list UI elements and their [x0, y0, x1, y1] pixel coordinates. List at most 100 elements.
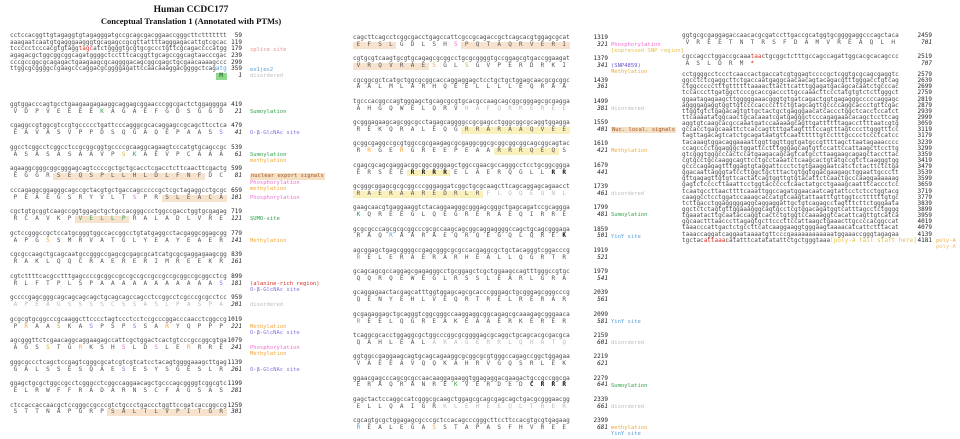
residue-position-number: 701 [921, 38, 932, 46]
nucleotide-position-number: 539 [231, 143, 242, 151]
nucleotide-position-number: 479 [231, 122, 242, 130]
dna-line: cgagcgcagcgaggacggcggcggggagctggccgaacgc… [353, 161, 608, 169]
aa-line: E L L Q A I G R K L E H E E Q L T R E R 661 [356, 402, 608, 410]
dna-line: gccacctgagcaaattctcaccagttttgatagttttcca… [682, 126, 932, 134]
sequence-block: tccacccttgatggctcccgcaccgacccttgccaaactt… [682, 89, 932, 97]
annotation-stack: O-β-GlcNAc site [250, 367, 300, 373]
aa-line: G A L S S E S Q A E S E S Y S G E S L R 261 [13, 365, 242, 373]
residue-position-number: 707 [921, 60, 932, 68]
sequence-block: caaggcctcctggatccaaagcaccatgtcaagtattaat… [682, 194, 932, 201]
nucleotide-position-number: 3539 [917, 169, 932, 177]
sequence-block: ggtggacccagtgcctgaagaagagaaggcaggagcggaa… [10, 101, 286, 116]
aa-line: R L F T P L S P A A A A A A A A A A A S 181 [13, 279, 242, 287]
annotation-stack: Sumoylation [611, 212, 647, 218]
ptm-annotation: YinY site [611, 431, 641, 438]
annotation-stack: Phosphorylation [250, 195, 300, 201]
residue-position-number: 401 [597, 126, 608, 134]
nucleotide-position-number: 1079 [227, 337, 242, 345]
nucleotide-position-number: 3899 [917, 206, 932, 214]
dna-line: ggacaattagggtatccttggctgctttactgtggtggac… [682, 169, 932, 177]
aa-line: Q A H L E A L A R A G E R R L Q H A T Q 601 [356, 338, 608, 346]
residue-position-number: 481 [597, 211, 608, 219]
nucleotide-position-number: 3119 [917, 126, 932, 134]
inline-annotation: [poly-A tail start here] [830, 236, 917, 244]
annotation-stack: (SNP4859) Methylation [611, 63, 647, 75]
sequence-block: cgtgcctgccaaggcagttcctgcctaaatctcaagcact… [682, 157, 932, 164]
annotation-stack: (alanine-rich region) O-β-GlcNAc site [250, 281, 320, 293]
residue-position-number: 681 [597, 423, 608, 431]
ptm-annotation: Sumoylation [611, 212, 648, 219]
nucleotide-position-number: 2699 [917, 83, 932, 91]
sequence-block: tccccctcccacgtgtaggtagcatctggggtgcgtgcgc… [10, 45, 286, 53]
nucleotide-position-number: 2399 [593, 417, 608, 425]
ptm-annotation: disordered [611, 339, 645, 346]
dna-line: ctccaccaccaacgctccgggccgcccgtctgccctgacc… [10, 401, 242, 409]
nucleotide-position-number: 959 [231, 294, 242, 302]
dna-line: tccccctcccacgtgtaggtagcatctggggtgcgtgcgc… [10, 45, 242, 53]
aa-line: P R A A S K A S P S P S S A R Y Q P P P 221 [13, 322, 242, 330]
nucleotide-position-number: 1619 [593, 140, 608, 148]
dna-line: taaaccaggatcaggaataaaatgttcccgaaaaaaaaaa… [682, 230, 932, 238]
gene-title: Human CCDC177 [153, 5, 229, 15]
annotation-stack: disordered [611, 340, 644, 346]
annotation-stack: SUMO-site [250, 216, 280, 222]
dna-line: gcaggagaactacgagcatttggtggagcagcgcacccgg… [353, 289, 608, 297]
dna-line: ggtggacccagtgcctgaagaagagaaggcaggagcggaa… [10, 101, 242, 109]
sequence-block: gagtctccccttaaattcctggtaccccctcaactatgcc… [682, 182, 932, 188]
sequence-block: gtcgggtgggcccactccatgaagacagcagtcatgcctt… [682, 151, 932, 158]
aa-line: E G G R S E Q S P L L H L D L F N F D C 81 [13, 172, 242, 181]
nucleotide-position-number: 1679 [593, 161, 608, 169]
ptm-annotation: YinY site [611, 233, 641, 240]
dna-line: gagctactccaggccatcgggcgcaagctggagcgcagcg… [353, 395, 608, 403]
sequence-block: ggaacgagcccagcgcgccaacaaggagaaggtggagagg… [353, 375, 647, 390]
annotation-stack: ex1|ex2 [250, 67, 273, 73]
residue-position-number: 201 [231, 301, 242, 309]
aa-line: R E A L E G A S S T A P A S F H V R E E 681 [356, 423, 608, 431]
residue-position-number: 141 [231, 236, 242, 244]
nucleotide-position-number: 3779 [917, 193, 932, 201]
sequence-block: agcgggttctcgaacaggcaggaagagccattcgctggac… [10, 337, 300, 357]
dna-line: taaacccattgactctgccttcatcaaggaaggtgggaag… [682, 224, 932, 232]
nucleotide-position-number: 4181 [917, 236, 932, 244]
nucleotide-position-number: 3059 [917, 120, 932, 128]
dna-line: cctccacggttgtagaggtgtagagggatgccgcagcgac… [10, 32, 242, 39]
nucleotide-position-number: 2159 [593, 331, 608, 339]
dna-line: tccacccttgatggctcccgcaccgacccttgccaaactt… [682, 89, 932, 97]
aa-line: V R E E T N T R S F D A M V R E A Q L H 701 [685, 38, 932, 46]
residue-position-number: 161 [231, 258, 242, 266]
sequence-block: cgtgcgtcaagtgcgtgcagagcgcggcctgcgcggggtg… [353, 55, 647, 75]
residue-position-number: 521 [597, 253, 608, 261]
aa-line: A P G S S M R V A T G L Y E A Y E A E R 141 [13, 236, 242, 244]
ptm-annotation: Phosphorylation [250, 179, 300, 186]
dna-line: ggaatagagaagcttgggggaaacgggtgtgatcagactg… [682, 95, 932, 103]
nucleotide-position-number: 1139 [227, 358, 242, 366]
dna-line: ctggccccctttgttttttaaaacttacttcatttggaga… [682, 83, 932, 91]
ptm-annotation: Nuc. local. signals [611, 127, 676, 134]
ptm-annotation: Phosphorylation [611, 42, 661, 48]
dna-line: agcggagctgagcggggccgagcgggcgcgccacgaggcg… [353, 246, 608, 254]
annotation-stack: disordered [611, 191, 644, 197]
nucleotide-position-number: 419 [231, 101, 242, 109]
aa-line: E F S L G D L S H S P Q T A Q R V E R I 321 [353, 41, 608, 49]
annotation-stack: splice site [250, 47, 286, 53]
dna-line: gcagcagcgccaggagcgagagggcctgcggagctcgctg… [353, 268, 608, 276]
dna-line: gttgagagttgtgttcactatcagtggttgtgtacattct… [682, 175, 932, 183]
ptm-annotation: Sumoylation [611, 382, 648, 389]
sequence-block: gcgagaggagctgcagggtcggcgggccaaggaggcggca… [353, 311, 641, 326]
sequence-block: ggtggccgaggaagcagtgcagcagaaggcgcggcgcgtg… [353, 353, 608, 368]
aa-line: P E A E G S R Y V L T S P R S L E A C A 101 [13, 193, 242, 202]
aa-line: R A K L Q Q C R A E R E R I M R E E K R 161 [13, 258, 242, 266]
residue-position-number: 601 [597, 338, 608, 346]
sequence-block: gcgcgcccagcgcgcggcccgcgccaagcagcggcaggag… [353, 226, 641, 241]
residue-position-number: 121 [231, 215, 242, 223]
ptm-annotation: Sumoylation [250, 109, 287, 116]
dna-line: cgcggcgctcatgctggcgcggcaccaggaggagctcctg… [353, 76, 608, 84]
ptm-annotation: O-β-GlcNAc site [250, 286, 300, 293]
nucleotide-position-number: 1919 [593, 246, 608, 254]
aa-line: E R A Q R A N R E K V E R D E D C R R R 641 [356, 381, 608, 389]
residue-position-number: 101 [231, 193, 242, 201]
nucleotide-position-number: 659 [231, 186, 242, 194]
dna-line: gggcgccctcagctccgagtcgggcgcatcgtcgtcatcc… [10, 358, 242, 366]
nucleotide-position-number: 4019 [917, 218, 932, 226]
sequence-block: ggctctctagtgttggaaagggcagtgcctcgtggacaga… [682, 206, 932, 213]
